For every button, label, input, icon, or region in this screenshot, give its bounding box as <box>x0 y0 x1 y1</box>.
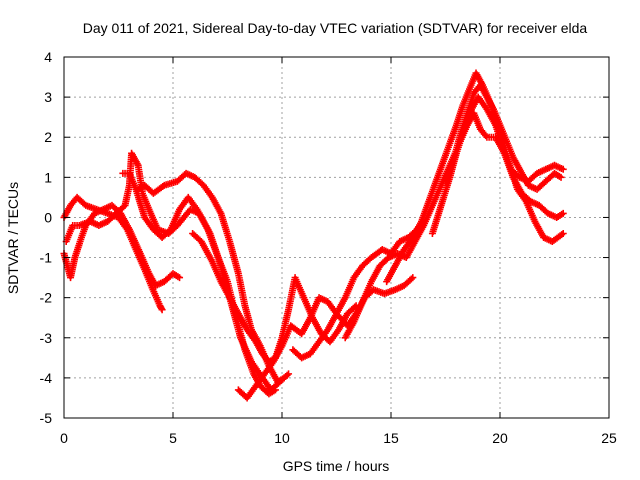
data-point <box>176 274 184 282</box>
x-tick-label: 5 <box>169 430 177 446</box>
series-track-b <box>60 193 166 314</box>
y-tick-label: -5 <box>40 410 53 426</box>
data-point <box>559 209 567 217</box>
chart-title: Day 011 of 2021, Sidereal Day-to-day VTE… <box>83 20 588 36</box>
y-axis-label: SDTVAR / TECUs <box>5 182 21 294</box>
data-point <box>559 165 567 173</box>
series-track-a <box>60 201 184 290</box>
x-tick-label: 20 <box>492 430 508 446</box>
data-point <box>158 306 166 314</box>
x-tick-label: 25 <box>601 430 617 446</box>
data-point <box>280 374 288 382</box>
grid-lines <box>64 57 609 418</box>
x-tick-label: 0 <box>60 430 68 446</box>
series-track-l <box>442 81 565 193</box>
y-tick-label: -3 <box>40 330 53 346</box>
y-tick-label: 3 <box>44 89 52 105</box>
x-axis-label: GPS time / hours <box>283 458 390 474</box>
y-tick-label: 0 <box>44 209 52 225</box>
data-points <box>60 69 567 402</box>
y-tick-label: 4 <box>44 49 52 65</box>
x-tick-label: 15 <box>383 430 399 446</box>
y-tick-label: -2 <box>40 290 53 306</box>
y-tick-label: -4 <box>40 370 53 386</box>
series-track-h <box>289 217 428 362</box>
data-point <box>285 370 293 378</box>
y-tick-label: 1 <box>44 169 52 185</box>
plot-frame <box>63 56 610 419</box>
data-point <box>557 173 565 181</box>
data-point <box>271 386 279 394</box>
y-tick-label: -1 <box>40 250 53 266</box>
data-point <box>409 274 417 282</box>
data-point <box>407 275 415 283</box>
x-tick-label: 10 <box>274 430 290 446</box>
y-tick-label: 2 <box>44 129 52 145</box>
axis-ticks: 0 5 10 15 20 25 -5 -4 -3 -2 -1 0 1 2 3 4 <box>40 49 617 446</box>
series-track-c <box>62 149 293 394</box>
series-track-i <box>341 109 567 342</box>
data-point <box>559 229 567 237</box>
